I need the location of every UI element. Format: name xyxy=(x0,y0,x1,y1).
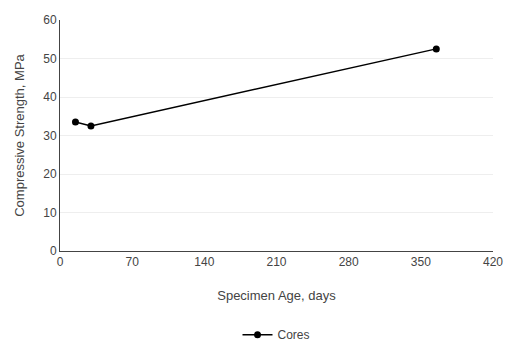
svg-text:60: 60 xyxy=(43,13,57,27)
svg-text:10: 10 xyxy=(43,206,57,220)
svg-text:Compressive Strength, MPa: Compressive Strength, MPa xyxy=(12,53,27,216)
svg-text:30: 30 xyxy=(43,129,57,143)
svg-text:350: 350 xyxy=(411,255,431,269)
svg-text:40: 40 xyxy=(43,90,57,104)
svg-text:280: 280 xyxy=(339,255,359,269)
svg-text:Cores: Cores xyxy=(278,328,310,342)
svg-text:140: 140 xyxy=(194,255,214,269)
svg-text:Specimen Age, days: Specimen Age, days xyxy=(217,288,336,303)
svg-text:20: 20 xyxy=(43,167,57,181)
svg-text:50: 50 xyxy=(43,52,57,66)
svg-text:420: 420 xyxy=(483,255,503,269)
svg-text:0: 0 xyxy=(50,244,57,258)
svg-text:210: 210 xyxy=(266,255,286,269)
svg-text:70: 70 xyxy=(125,255,139,269)
svg-text:0: 0 xyxy=(57,255,64,269)
